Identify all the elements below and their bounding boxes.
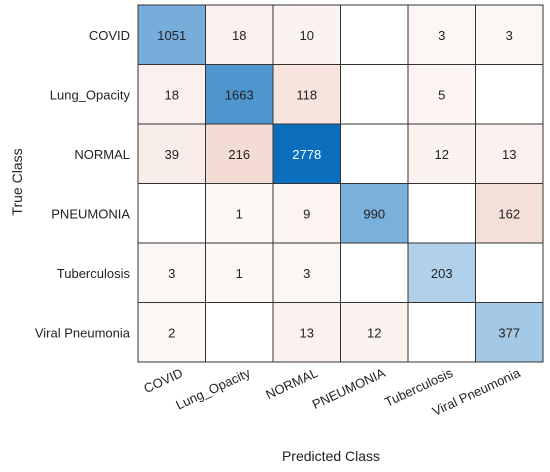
cell-value-0-2: 10 — [300, 28, 314, 43]
cell-4-0 — [137, 242, 206, 303]
cell-4-1 — [205, 242, 274, 303]
cell-value-5-0: 2 — [168, 325, 175, 340]
cell-value-2-2: 2778 — [292, 147, 321, 162]
cell-value-5-3: 12 — [367, 325, 381, 340]
cell-value-0-5: 3 — [506, 28, 513, 43]
cell-value-0-1: 18 — [232, 28, 246, 43]
y-tick-tuberculosis: Tuberculosis — [57, 266, 131, 281]
cell-value-3-3: 990 — [363, 206, 385, 221]
cell-5-1 — [205, 302, 274, 363]
y-tick-pneumonia: PNEUMONIA — [51, 206, 130, 221]
cell-values: 1051 18 10 3 318 1663 118 539 216 2778 12 131 9 990 16… — [157, 28, 520, 341]
cell-4-4 — [407, 242, 476, 303]
cell-value-2-5: 13 — [502, 147, 516, 162]
cell-0-0 — [137, 4, 206, 65]
cell-4-2 — [272, 242, 341, 303]
y-tick-normal: NORMAL — [74, 147, 130, 162]
cell-value-5-2: 13 — [300, 325, 314, 340]
cell-5-4 — [407, 302, 476, 363]
cell-value-1-4: 5 — [438, 87, 445, 102]
cell-5-0 — [137, 302, 206, 363]
cell-value-4-0: 3 — [168, 266, 175, 281]
x-tick-lung-opacity: Lung_Opacity — [173, 365, 252, 413]
cell-5-5 — [475, 302, 544, 363]
y-axis-title: True Class — [9, 148, 25, 215]
cell-0-1 — [205, 4, 274, 65]
cell-2-2 — [272, 123, 341, 184]
y-tick-lung-opacity: Lung_Opacity — [50, 87, 131, 102]
cell-0-2 — [272, 4, 341, 65]
cell-3-4 — [407, 183, 476, 244]
cell-value-3-5: 162 — [498, 206, 520, 221]
cell-value-4-2: 3 — [303, 266, 310, 281]
y-tick-labels: COVID Lung_Opacity NORMAL PNEUMONIA Tubercul… — [35, 28, 131, 341]
cell-value-4-4: 203 — [431, 266, 453, 281]
cell-value-1-1: 1663 — [225, 87, 254, 102]
cell-4-5 — [475, 242, 544, 303]
cell-0-4 — [407, 4, 476, 65]
cell-0-3 — [340, 4, 409, 65]
cell-3-0 — [137, 183, 206, 244]
cell-4-3 — [340, 242, 409, 303]
cell-value-1-2: 118 — [296, 87, 317, 102]
cell-2-3 — [340, 123, 409, 184]
cell-3-3 — [340, 183, 409, 244]
x-axis-title: Predicted Class — [282, 448, 380, 464]
cell-1-3 — [340, 64, 409, 125]
cell-5-3 — [340, 302, 409, 363]
cell-1-0 — [137, 64, 206, 125]
cell-value-2-0: 39 — [165, 147, 179, 162]
cell-value-4-1: 1 — [236, 266, 243, 281]
y-tick-covid: COVID — [89, 28, 130, 43]
cell-3-5 — [475, 183, 544, 244]
cell-2-5 — [475, 123, 544, 184]
cell-value-3-2: 9 — [303, 206, 310, 221]
cell-value-0-4: 3 — [438, 28, 445, 43]
cell-value-1-0: 18 — [165, 87, 179, 102]
y-tick-viral-pneumonia: Viral Pneumonia — [35, 325, 131, 340]
x-tick-covid: COVID — [141, 365, 185, 396]
cell-value-2-1: 216 — [228, 147, 250, 162]
cell-1-2 — [272, 64, 341, 125]
cell-value-5-5: 377 — [498, 325, 520, 340]
cell-1-5 — [475, 64, 544, 125]
matrix-cells — [137, 4, 544, 363]
cell-value-3-1: 1 — [236, 206, 243, 221]
cell-2-0 — [137, 123, 206, 184]
x-tick-pneumonia: PNEUMONIA — [310, 365, 388, 412]
cell-value-0-0: 1051 — [157, 28, 186, 43]
cell-3-2 — [272, 183, 341, 244]
cell-value-2-4: 12 — [435, 147, 449, 162]
